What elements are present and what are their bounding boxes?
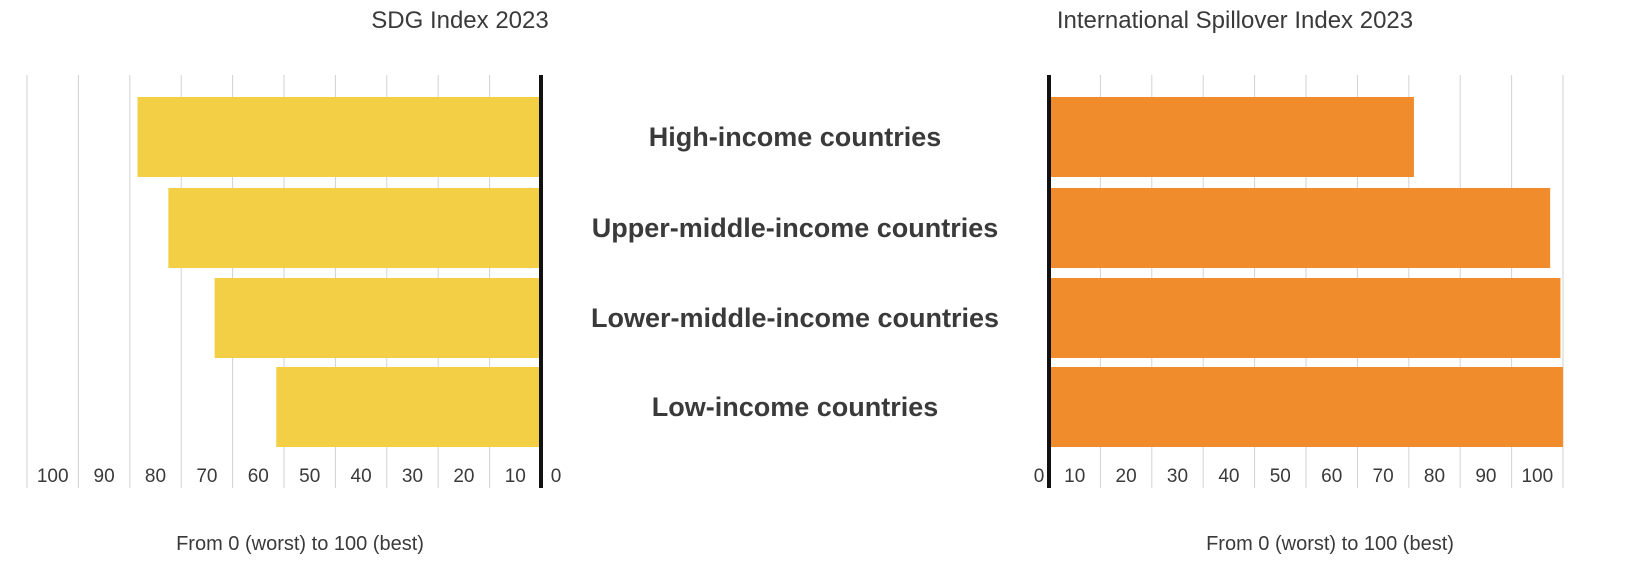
spillover-tick-label: 60 [1321,466,1342,487]
sdg-bar-4 [276,367,541,447]
sdg-tick-label: 70 [196,466,217,487]
category-label: Low-income countries [652,392,939,422]
spillover-tick-label: 80 [1424,466,1445,487]
spillover-tick-label: 10 [1064,466,1085,487]
sdg-tick-label: 10 [505,466,526,487]
sdg-tick-label: 100 [37,466,69,487]
spillover-index-title: International Spillover Index 2023 [1057,7,1413,34]
category-label: High-income countries [649,122,942,152]
spillover-tick-label: 20 [1116,466,1137,487]
sdg-tick-label: 80 [145,466,166,487]
category-labels: High-income countries Upper-middle-income… [591,122,999,422]
spillover-tick-label: 40 [1218,466,1239,487]
sdg-index-panel: 10 20 30 40 50 60 70 80 90 100 0 [26,75,562,488]
spillover-index-panel: 10 20 30 40 50 60 70 80 90 100 0 [1034,75,1564,488]
spillover-tick-label: 70 [1373,466,1394,487]
spillover-bar-1 [1049,97,1414,177]
sdg-index-xlabel: From 0 (worst) to 100 (best) [176,533,424,555]
spillover-tick-label: 50 [1270,466,1291,487]
spillover-bar-4 [1049,367,1563,447]
sdg-tick-label: 30 [402,466,423,487]
sdg-bar-1 [137,97,541,177]
sdg-tick-label: 50 [299,466,320,487]
category-label: Lower-middle-income countries [591,303,999,333]
sdg-zero-label: 0 [551,466,562,487]
sdg-tick-label: 90 [94,466,115,487]
sdg-tick-label: 40 [351,466,372,487]
spillover-tick-label: 30 [1167,466,1188,487]
spillover-bar-3 [1049,278,1561,358]
spillover-zero-label: 0 [1034,466,1045,487]
spillover-tick-label: 100 [1521,466,1553,487]
sdg-tick-label: 60 [248,466,269,487]
sdg-bar-3 [214,278,542,358]
spillover-index-xlabel: From 0 (worst) to 100 (best) [1206,533,1454,555]
sdg-tick-label: 20 [453,466,474,487]
sdg-bar-2 [168,188,541,268]
sdg-index-title: SDG Index 2023 [371,7,548,34]
spillover-bar-2 [1049,188,1551,268]
category-label: Upper-middle-income countries [592,213,999,243]
spillover-tick-label: 90 [1475,466,1496,487]
